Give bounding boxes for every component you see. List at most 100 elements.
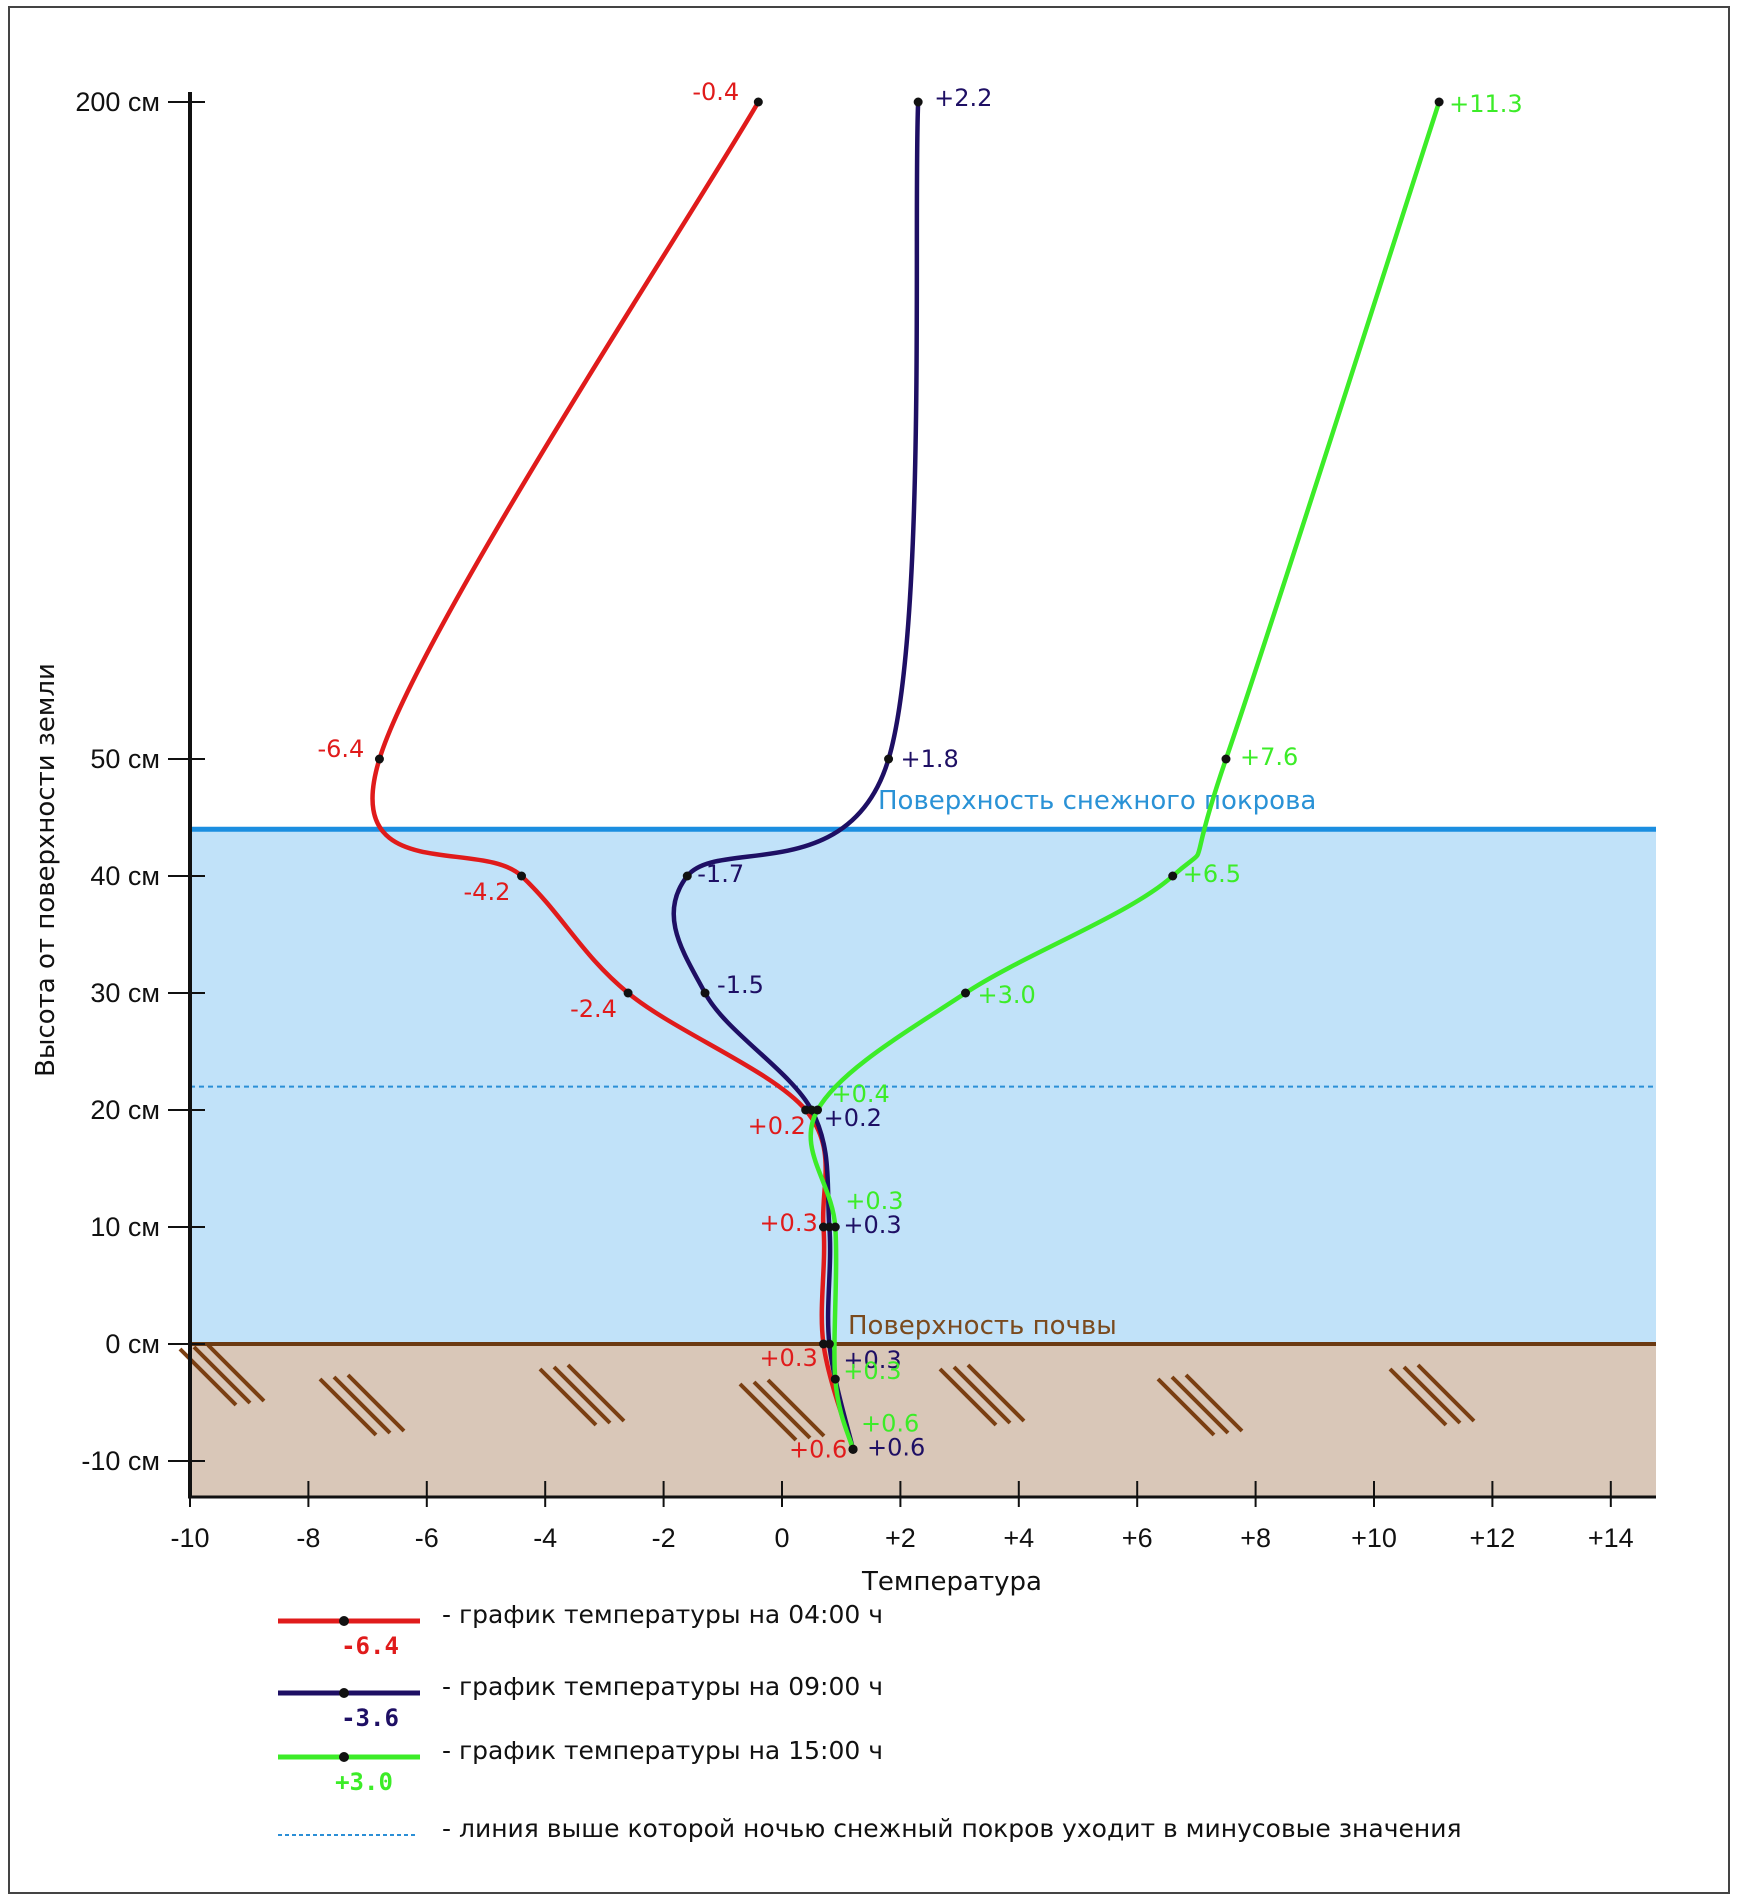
y-tick-label: 10 см: [90, 1212, 160, 1242]
x-tick-label: +12: [1469, 1523, 1515, 1553]
series-1500-point-label: +7.6: [1240, 743, 1298, 771]
series-1500-point-label: +11.3: [1449, 90, 1523, 118]
series-0400-point: [517, 871, 527, 881]
y-axis-title: Высота от поверхности земли: [31, 663, 61, 1077]
series-0900-point: [913, 97, 923, 107]
legend-text-0: - график температуры на 04:00 ч: [442, 1600, 883, 1629]
series-1500-line: [808, 99, 1442, 1452]
soil-hatch-mark: [1388, 1367, 1448, 1427]
soil-hatch-mark: [346, 1373, 406, 1433]
soil-hatch-mark: [1184, 1373, 1244, 1433]
series-1500-point-label: +6.5: [1183, 860, 1241, 888]
series-0400-line: [370, 99, 856, 1452]
series-1500-point: [813, 1105, 823, 1115]
legend-swatch-point: [339, 1616, 349, 1626]
soil-hatch-mark: [332, 1375, 392, 1435]
series-1500-point: [1221, 754, 1231, 764]
soil-surface-label: Поверхность почвы: [848, 1311, 1117, 1341]
y-tick-label: 20 см: [90, 1095, 160, 1125]
series-1500-point: [1168, 871, 1178, 881]
soil-hatch-mark: [552, 1365, 612, 1425]
series-0400-point-label: +0.6: [789, 1435, 847, 1463]
series-0400-point-label: -2.4: [570, 995, 617, 1023]
point-labels-layer: -0.4-6.4-4.2-2.4+0.2+0.3+0.3+0.6+2.2+1.8…: [317, 78, 1522, 1463]
y-tick-label: -10 см: [81, 1446, 160, 1476]
series-1500-point-label: +0.6: [861, 1409, 919, 1437]
y-tick-label: 50 см: [90, 744, 160, 774]
soil-hatch-mark: [1402, 1365, 1462, 1425]
x-tick-label: +14: [1588, 1523, 1634, 1553]
series-0400-point: [753, 97, 763, 107]
series-layer: [370, 99, 1442, 1452]
series-0900-point-label: +0.3: [843, 1211, 901, 1239]
soil-band: [190, 1344, 1656, 1497]
x-tick-label: 0: [774, 1523, 789, 1553]
chart-frame: [8, 6, 1730, 1894]
legend-swatch-point: [339, 1688, 349, 1698]
y-tick-label: 200 см: [75, 87, 160, 117]
series-0400-point-label: +0.3: [759, 1344, 817, 1372]
legend-value-2: +3.0: [335, 1768, 393, 1796]
series-0400-point: [623, 988, 633, 998]
series-1500-point-label: +3.0: [978, 981, 1036, 1009]
series-1500-point-label: +0.4: [832, 1080, 890, 1108]
x-tick-label: +2: [885, 1523, 916, 1553]
x-tick-label: +10: [1351, 1523, 1397, 1553]
soil-hatch-mark: [1416, 1363, 1476, 1423]
axes-layer: -10 см 0 см 10 см 20 см 30 см 40 см 50 см 200 с…: [31, 87, 1656, 1597]
series-1500-point: [1434, 97, 1444, 107]
x-axis-title: Температура: [861, 1567, 1042, 1597]
series-1500-point: [961, 988, 971, 998]
soil-hatch-mark: [738, 1382, 798, 1442]
series-0900-point-label: -1.5: [717, 971, 764, 999]
series-0900-point: [682, 871, 692, 881]
series-0900-point: [884, 754, 894, 764]
y-tick-label: 40 см: [90, 861, 160, 891]
soil-hatch-mark: [206, 1343, 266, 1403]
series-0900-point-label: +1.8: [901, 745, 959, 773]
x-tick-label: +4: [1003, 1523, 1034, 1553]
legend-text-3: - линия выше которой ночью снежный покро…: [442, 1814, 1462, 1843]
snow-surface-label: Поверхность снежного покрова: [878, 786, 1316, 816]
soil-hatch-mark: [938, 1367, 998, 1427]
y-tick-label: 30 см: [90, 978, 160, 1008]
x-tick-label: -4: [533, 1523, 557, 1553]
series-1500-point-label: +0.3: [843, 1357, 901, 1385]
soil-hatch-mark: [1156, 1377, 1216, 1437]
series-0400-point-label: +0.3: [759, 1209, 817, 1237]
soil-hatch-mark: [538, 1367, 598, 1427]
series-1500-point: [848, 1444, 858, 1454]
legend-text-2: - график температуры на 15:00 ч: [442, 1736, 883, 1765]
legend-value-0: -6.4: [341, 1632, 399, 1660]
series-1500-point: [830, 1374, 840, 1384]
series-0900-point: [824, 1339, 834, 1349]
soil-hatch-mark: [192, 1345, 252, 1405]
soil-hatch-mark: [566, 1363, 626, 1423]
y-tick-label: 0 см: [105, 1329, 160, 1359]
soil-hatch-mark: [318, 1377, 378, 1437]
legend-text-1: - график температуры на 09:00 ч: [442, 1672, 883, 1701]
soil-hatch-mark: [966, 1363, 1026, 1423]
series-0900-point-label: +0.2: [824, 1104, 882, 1132]
series-0400-point-label: -6.4: [317, 735, 364, 763]
series-0900-point: [700, 988, 710, 998]
series-0900-line: [671, 99, 921, 1452]
series-0900-point-label: +0.3: [843, 1346, 901, 1374]
x-tick-label: -6: [415, 1523, 439, 1553]
background-layer: Поверхность снежного покрова Поверхность …: [178, 786, 1656, 1497]
series-0400-point-label: +0.2: [748, 1112, 806, 1140]
series-0900-point-label: -1.7: [697, 860, 744, 888]
series-0400-point-label: -4.2: [464, 878, 511, 906]
soil-hatch-mark: [752, 1380, 812, 1440]
series-0400-point-label: -0.4: [692, 78, 739, 106]
series-1500-point-label: +0.3: [845, 1187, 903, 1215]
legend: -6.4 - график температуры на 04:00 ч -3.6 -…: [278, 1600, 1462, 1843]
soil-hatch-mark: [766, 1378, 826, 1438]
series-0900-point-label: +2.2: [934, 84, 992, 112]
series-0900-point-label: +0.6: [867, 1433, 925, 1461]
soil-hatch-mark: [1170, 1375, 1230, 1435]
series-0400-point: [374, 754, 384, 764]
x-tick-label: -8: [296, 1523, 320, 1553]
legend-swatch-point: [339, 1752, 349, 1762]
